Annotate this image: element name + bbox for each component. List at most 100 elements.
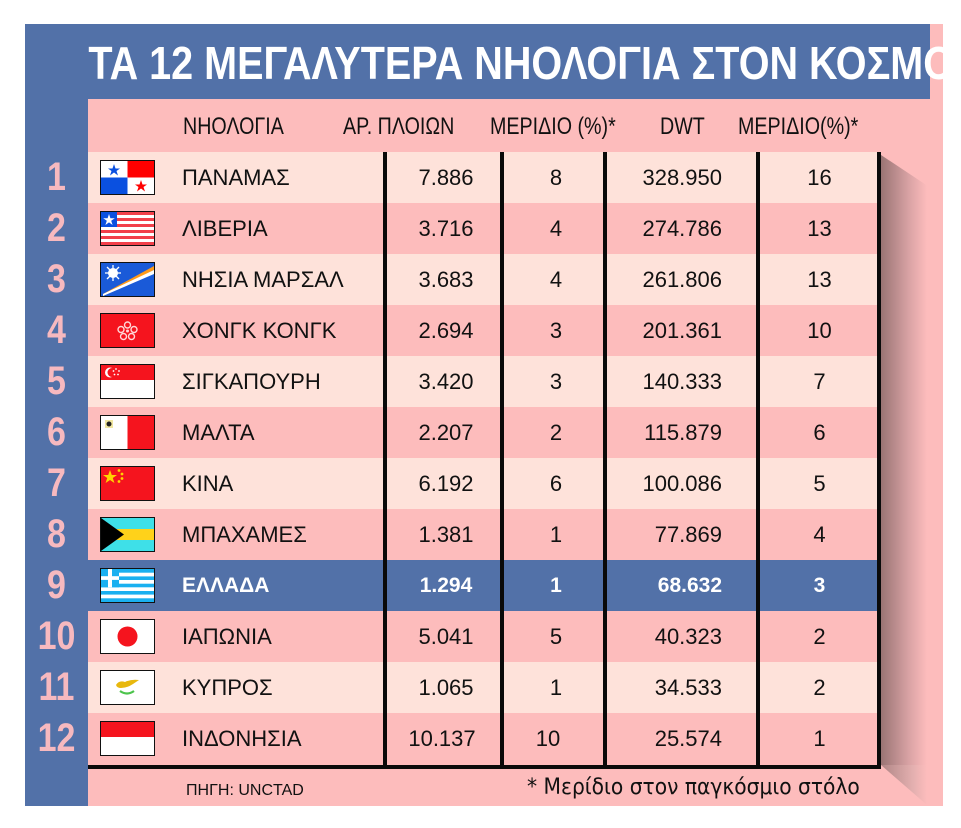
registry-name: ΜΑΛΤΑ — [182, 420, 255, 445]
table-row: ΧΟΝΓΚ ΚΟΝΓΚ 2.694 3 201.361 10 — [88, 305, 877, 356]
dwt-share: 13 — [807, 267, 832, 292]
header-registry: ΝΗΟΛΟΓΙΑ — [183, 113, 284, 140]
table-row: ΝΗΣΙΑ ΜΑΡΣΑΛ 3.683 4 261.806 13 — [88, 254, 877, 305]
registry-name: ΚΥΠΡΟΣ — [182, 675, 273, 700]
registry-name: ΝΗΣΙΑ ΜΑΡΣΑΛ — [182, 267, 344, 292]
dwt-value: 77.869 — [654, 522, 722, 547]
dwt-share: 6 — [813, 420, 826, 445]
ships-count: 2.694 — [418, 318, 474, 343]
rank-column — [25, 99, 88, 806]
table-right-border — [877, 152, 881, 769]
japan-flag-icon — [100, 619, 155, 654]
dwt-share: 7 — [813, 369, 826, 394]
registry-name: ΠΑΝΑΜΑΣ — [182, 165, 290, 190]
dwt-value: 34.533 — [654, 675, 722, 700]
column-divider — [500, 152, 504, 769]
indonesia-flag-icon — [100, 721, 155, 756]
dwt-share: 3 — [813, 574, 826, 597]
ships-count: 1.065 — [418, 675, 474, 700]
registry-name: ΛΙΒΕΡΙΑ — [182, 216, 268, 241]
dwt-share: 5 — [813, 471, 826, 496]
table-row: ΚΥΠΡΟΣ 1.065 1 34.533 2 — [88, 662, 877, 713]
ships-count: 6.192 — [418, 471, 474, 496]
table-row: ΜΠΑΧΑΜΕΣ 1.381 1 77.869 4 — [88, 509, 877, 560]
dwt-value: 140.333 — [642, 369, 722, 394]
china-flag-icon — [100, 466, 155, 501]
panama-flag-icon — [100, 160, 155, 195]
rank-number: 1 — [47, 155, 66, 199]
table-row: ΚΙΝΑ 6.192 6 100.086 5 — [88, 458, 877, 509]
ships-share: 3 — [549, 318, 563, 343]
rank-number: 10 — [37, 614, 76, 658]
bahamas-flag-icon — [100, 517, 155, 552]
ships-count: 3.683 — [418, 267, 474, 292]
rank-number: 12 — [37, 716, 76, 760]
source-note: ΠΗΓΗ: UNCTAD — [186, 782, 304, 799]
registry-name: ΚΙΝΑ — [182, 471, 234, 496]
dwt-share: 4 — [813, 522, 826, 547]
ships-count: 1.294 — [419, 574, 473, 597]
ships-count: 2.207 — [418, 420, 474, 445]
rank-number: 2 — [47, 206, 66, 250]
table-row: ΙΝΔΟΝΗΣΙΑ 10.137 10 25.574 1 — [88, 713, 877, 765]
rank-number: 4 — [47, 308, 66, 352]
ships-count: 10.137 — [408, 726, 476, 751]
header-dwt: DWT — [660, 113, 705, 140]
header-ships-share: ΜΕΡΙΔΙΟ (%)* — [490, 113, 616, 140]
registry-name: ΣΙΓΚΑΠΟΥΡΗ — [182, 369, 321, 394]
dwt-value: 115.879 — [644, 420, 722, 445]
table-row: ΛΙΒΕΡΙΑ 3.716 4 274.786 13 — [88, 203, 877, 254]
ships-share: 4 — [549, 267, 563, 292]
dwt-share: 1 — [813, 726, 826, 751]
registry-name: ΜΠΑΧΑΜΕΣ — [182, 522, 307, 547]
table-row: ΣΙΓΚΑΠΟΥΡΗ 3.420 3 140.333 7 — [88, 356, 877, 407]
ships-share: 5 — [549, 624, 563, 649]
dwt-share: 2 — [813, 624, 826, 649]
liberia-flag-icon — [100, 211, 155, 246]
ships-count: 5.041 — [418, 624, 474, 649]
rank-number: 11 — [38, 665, 75, 709]
dwt-value: 100.086 — [642, 471, 722, 496]
hong-kong-flag-icon — [100, 313, 155, 348]
registry-name: ΕΛΛΑΔΑ — [182, 574, 270, 597]
ships-share: 6 — [549, 471, 563, 496]
header-ships: ΑΡ. ΠΛΟΙΩΝ — [343, 113, 455, 140]
dwt-share: 2 — [813, 675, 826, 700]
footnote: * Μερίδιο στον παγκόσμιο στόλο — [527, 775, 860, 800]
dwt-share: 13 — [807, 216, 832, 241]
ships-share: 2 — [549, 420, 563, 445]
registry-name: ΙΑΠΩΝΙΑ — [182, 624, 272, 649]
ships-share: 3 — [549, 369, 563, 394]
dwt-value: 201.361 — [642, 318, 722, 343]
cyprus-flag-icon — [100, 670, 155, 705]
rank-number: 9 — [47, 563, 66, 607]
table-row: ΙΑΠΩΝΙΑ 5.041 5 40.323 2 — [88, 611, 877, 662]
registry-name: ΧΟΝΓΚ ΚΟΝΓΚ — [182, 318, 337, 343]
ships-share: 4 — [549, 216, 563, 241]
drop-shadow — [881, 155, 927, 765]
ships-share: 8 — [549, 165, 563, 190]
dwt-value: 274.786 — [642, 216, 722, 241]
ships-count: 3.716 — [418, 216, 474, 241]
rank-number: 5 — [47, 359, 66, 403]
table-row-highlighted: ΕΛΛΑΔΑ 1.294 1 68.632 3 — [88, 560, 877, 611]
dwt-value: 261.806 — [642, 267, 722, 292]
column-divider — [756, 152, 760, 769]
table-row: ΠΑΝΑΜΑΣ 7.886 8 328.950 16 — [88, 152, 877, 203]
table-row: ΜΑΛΤΑ 2.207 2 115.879 6 — [88, 407, 877, 458]
title-bar: ΤΑ 12 ΜΕΓΑΛΥΤΕΡΑ ΝΗΟΛΟΓΙΑ ΣΤΟΝ ΚΟΣΜΟ — [25, 24, 955, 99]
ships-count: 7.886 — [418, 165, 474, 190]
ships-count: 1.381 — [418, 522, 474, 547]
dwt-value: 68.632 — [657, 574, 722, 597]
ships-share: 1 — [550, 574, 562, 597]
dwt-share: 16 — [807, 165, 832, 190]
page-title: ΤΑ 12 ΜΕΓΑΛΥΤΕΡΑ ΝΗΟΛΟΓΙΑ ΣΤΟΝ ΚΟΣΜΟ — [88, 37, 955, 89]
marshall-islands-flag-icon — [100, 262, 155, 297]
malta-flag-icon — [100, 415, 155, 450]
greece-flag-icon — [100, 568, 155, 603]
header-dwt-share: ΜΕΡΙΔΙΟ(%)* — [738, 113, 859, 140]
table-header: ΝΗΟΛΟΓΙΑ ΑΡ. ΠΛΟΙΩΝ ΜΕΡΙΔΙΟ (%)* DWT ΜΕΡ… — [88, 99, 930, 152]
dwt-value: 25.574 — [654, 726, 722, 751]
rank-number: 3 — [47, 257, 66, 301]
ships-share: 1 — [549, 675, 563, 700]
